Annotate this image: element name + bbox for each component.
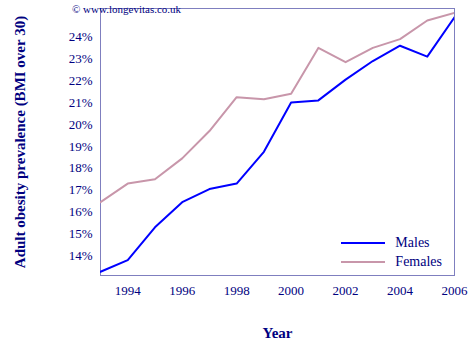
svg-text:2002: 2002 [333,283,359,298]
svg-text:19%: 19% [69,139,93,154]
svg-text:17%: 17% [69,182,93,197]
svg-text:23%: 23% [69,51,93,66]
svg-text:1998: 1998 [224,283,250,298]
html-text:Females: Females [395,253,442,269]
svg-text:2004: 2004 [387,283,414,298]
svg-text:20%: 20% [69,117,93,132]
svg-text:24%: 24% [69,29,93,44]
svg-text:1996: 1996 [169,283,196,298]
svg-text:21%: 21% [69,95,93,110]
svg-text:Year: Year [263,325,293,341]
svg-text:2006: 2006 [442,283,469,298]
svg-text:16%: 16% [69,204,93,219]
svg-text:2000: 2000 [278,283,304,298]
svg-text:1994: 1994 [115,283,142,298]
html-text:© www.longevitas.co.uk: © www.longevitas.co.uk [72,3,182,15]
svg-text:18%: 18% [69,160,93,175]
svg-text:14%: 14% [69,248,93,263]
svg-text:15%: 15% [69,226,93,241]
svg-text:Adult obesity prevalence (BMI: Adult obesity prevalence (BMI over 30) [12,16,29,268]
html-text:Males: Males [395,234,430,250]
svg-text:22%: 22% [69,73,93,88]
